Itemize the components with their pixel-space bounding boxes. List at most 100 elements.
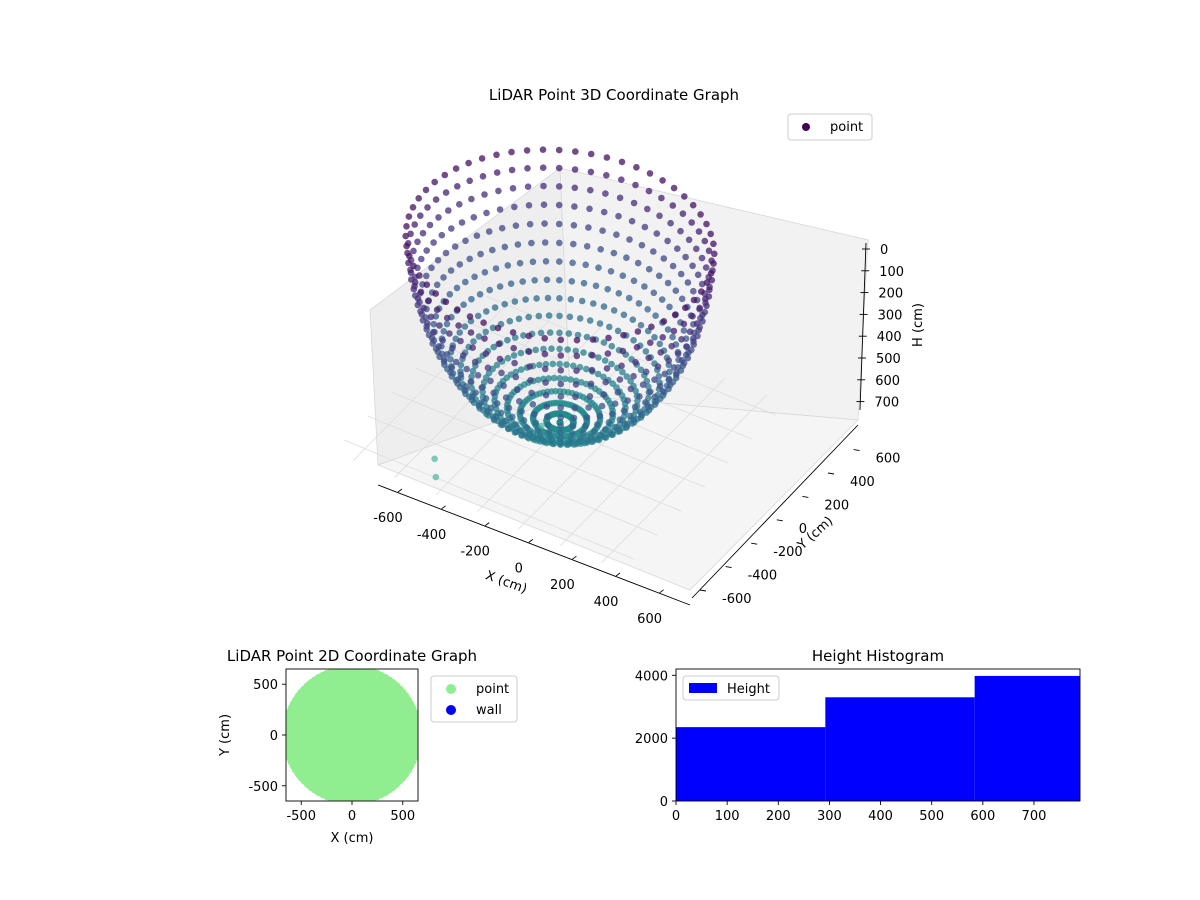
lidar-point <box>658 194 665 202</box>
lidar-point <box>632 358 639 366</box>
lidar-point <box>505 404 513 412</box>
lidar-point <box>568 429 576 437</box>
lidar-point <box>434 256 442 264</box>
lidar-point <box>525 332 533 340</box>
y-tick-label-3d: -400 <box>748 569 778 584</box>
legend-2d-point-label: point <box>476 682 509 697</box>
lidar-point <box>660 318 668 325</box>
lidar-point <box>501 300 509 308</box>
lidar-point <box>571 184 579 192</box>
lidar-point <box>653 230 661 237</box>
lidar-point <box>442 189 450 196</box>
lidar-point <box>531 411 538 418</box>
lidar-point <box>689 262 696 270</box>
lidar-point <box>702 295 709 303</box>
lidar-point <box>532 346 539 354</box>
lidar-point <box>698 254 706 262</box>
legend-2d-point-marker <box>446 684 456 694</box>
lidar-point <box>586 317 594 324</box>
lidar-point <box>616 194 624 202</box>
lidar-point <box>495 187 502 195</box>
lidar-point <box>645 354 652 362</box>
histogram-bar <box>676 727 826 801</box>
lidar-point <box>626 236 633 243</box>
lidar-point <box>510 344 517 352</box>
lidar-point <box>650 289 658 297</box>
lidar-point <box>528 239 535 247</box>
lidar-point <box>471 273 478 281</box>
lidar-point <box>556 329 563 337</box>
lidar-point <box>642 348 650 355</box>
lidar-point <box>452 165 460 172</box>
lidar-point <box>638 241 646 249</box>
y-tick-label-2d: 0 <box>270 729 278 744</box>
lidar-point <box>683 343 690 350</box>
lidar-point <box>512 222 520 229</box>
lidar-point <box>681 193 688 200</box>
lidar-point <box>630 372 637 380</box>
x-axis-line <box>377 484 691 606</box>
lidar-point <box>504 354 512 362</box>
lidar-point <box>443 320 451 328</box>
lidar-point <box>555 220 563 228</box>
lidar-point <box>433 281 441 289</box>
y-tick-3d <box>827 472 835 475</box>
lidar-point <box>689 312 696 320</box>
lidar-point <box>482 395 490 402</box>
lidar-point <box>556 312 563 320</box>
lidar-point <box>656 382 664 390</box>
lidar-point <box>682 253 689 261</box>
lidar-point <box>647 388 654 396</box>
lidar-point <box>512 373 520 381</box>
lidar-point <box>432 313 440 320</box>
lidar-point <box>711 250 718 258</box>
lidar-point <box>669 202 677 209</box>
lidar-point <box>528 389 535 397</box>
lidar-point <box>508 166 516 174</box>
histogram-ticks: 0 100 200 300 400 500 600 700 0 2000 4000 <box>635 669 1046 824</box>
lidar-point <box>587 186 594 194</box>
legend-2d-wall-marker <box>446 705 456 715</box>
lidar-point <box>541 335 548 342</box>
lidar-point <box>446 291 454 298</box>
lidar-point <box>405 259 412 267</box>
lidar-point <box>672 287 680 295</box>
lidar-point <box>591 428 598 435</box>
lidar-point <box>518 408 525 415</box>
lidar-point <box>557 429 564 437</box>
lidar-point <box>667 219 674 227</box>
lidar-point <box>620 407 628 415</box>
lidar-point <box>671 311 679 319</box>
lidar-point <box>501 243 509 251</box>
lidar-point <box>572 347 579 355</box>
lidar-point <box>410 247 417 255</box>
lidar-point <box>424 320 431 327</box>
lidar-point <box>434 348 442 356</box>
lidar-point <box>605 334 612 342</box>
lidar-point <box>604 285 611 293</box>
lidar-point <box>600 373 607 381</box>
lidar-point <box>430 239 437 246</box>
lidar-point <box>594 421 601 428</box>
lidar-point <box>569 259 576 267</box>
lidar-point <box>467 329 475 336</box>
lidar-point <box>637 366 645 374</box>
lidar-point <box>586 393 594 400</box>
lidar-point <box>504 262 512 269</box>
lidar-point <box>466 313 474 320</box>
lidar-point <box>454 376 462 383</box>
plot-histogram: Height Histogram 0 100 200 300 400 500 600 7000… <box>635 647 1081 824</box>
lidar-point <box>597 431 605 439</box>
lidar-point <box>682 304 689 312</box>
lidar-point <box>564 346 571 353</box>
lidar-point <box>456 261 464 268</box>
lidar-point <box>673 369 680 377</box>
lidar-point <box>477 250 484 258</box>
lidar-point <box>544 421 552 429</box>
scatter-2d-points <box>286 669 418 801</box>
lidar-point <box>478 384 486 391</box>
lidar-point <box>432 196 440 203</box>
lidar-point <box>540 201 548 208</box>
lidar-point <box>630 199 638 207</box>
